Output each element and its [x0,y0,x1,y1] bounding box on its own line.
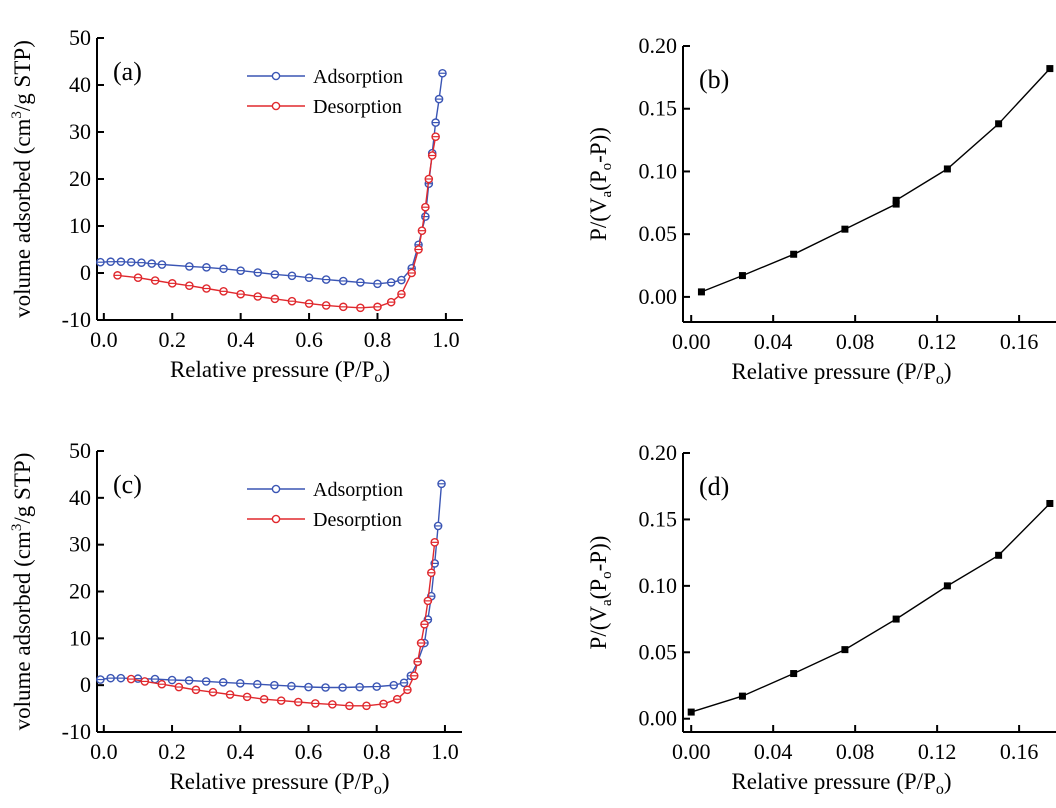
x-tick-label: 0.8 [363,739,391,764]
data-point [892,615,900,623]
y-tick-label: 20 [69,166,91,191]
y-tick-label: 30 [69,119,91,144]
y-tick-label: 10 [69,625,91,650]
x-tick-label: 0.12 [918,739,957,764]
series-line-data [701,68,1051,293]
y-tick-label: 0.15 [639,96,678,121]
data-point [738,272,746,280]
x-tick-label: 0.4 [227,739,255,764]
x-axis-label: Relative pressure (P/Po) [731,769,951,798]
x-tick-label: 0.8 [364,327,392,352]
legend-marker [271,71,281,81]
x-tick-label: 0.16 [1000,329,1039,354]
data-point [687,708,695,716]
legend-marker [271,101,281,111]
chart-panel-a: -10 0 10 20 30 40 50 0.0 0.2 0.4 0.6 0.8 1.0 Relative… [9,25,463,386]
x-tick-label: 0.6 [295,739,323,764]
x-tick-label: 0.0 [90,739,118,764]
y-axis-label: P/(Va(Po-P)) [586,127,615,241]
x-tick-label: 1.0 [431,739,459,764]
panel-label: (b) [699,65,729,94]
y-tick-label: 40 [69,72,91,97]
x-tick-label: 0.04 [754,739,793,764]
legend-label-adsorption: Adsorption [313,66,403,88]
legend-label-adsorption: Adsorption [313,479,403,501]
y-tick-label: 30 [69,532,91,557]
legend-label-desorption: Desorption [313,509,402,531]
x-axis-label: Relative pressure (P/Po) [731,359,951,388]
x-tick-label: 0.0 [90,327,118,352]
y-tick-label: 0.20 [639,33,678,58]
y-tick-label: 0.10 [639,158,678,183]
y-tick-label: 40 [69,485,91,510]
data-point [790,250,798,258]
y-tick-label: 0.10 [639,573,678,598]
y-tick-label: 20 [69,579,91,604]
y-axis-label: volume adsorbed (cm3/g STP) [9,40,35,318]
x-tick-label: 0.6 [295,327,323,352]
chart-panel-c: -10 0 10 20 30 40 50 0.0 0.2 0.4 0.6 0.8 1.0 Relative… [9,438,462,798]
data-point [841,646,849,654]
y-tick-label: -10 [62,307,91,332]
data-point [943,165,951,173]
x-tick-label: 0.12 [918,329,957,354]
series-line-data [690,503,1051,713]
data-point [892,200,900,208]
data-point [841,225,849,233]
chart-panel-d: 0.00 0.05 0.10 0.15 0.20 0.00 0.04 0.08 0.12 0.16… [586,440,1056,798]
y-tick-label: 0.00 [639,284,678,309]
x-tick-label: 0.04 [754,329,793,354]
chart-panel-b: 0.00 0.05 0.10 0.15 0.20 0.00 0.04 0.08 0.12 0.16… [586,33,1056,388]
data-point [738,692,746,700]
x-tick-label: 0.4 [227,327,255,352]
y-tick-label: 0 [80,672,91,697]
data-point [790,670,798,678]
data-point [1046,65,1054,73]
x-axis-label: Relative pressure (P/Po) [170,357,390,386]
panel-label: (c) [113,470,142,499]
y-tick-label: 0 [80,260,91,285]
data-point [697,288,705,296]
y-tick-label: 0.00 [639,706,678,731]
panel-label: (d) [699,472,729,501]
y-tick-label: 50 [69,25,91,50]
series-line-desorption [130,542,436,707]
y-tick-label: 0.05 [639,639,678,664]
x-tick-label: 0.16 [1000,739,1039,764]
y-tick-label: 10 [69,213,91,238]
data-point [1046,499,1054,507]
data-point [892,196,900,204]
data-point [943,582,951,590]
y-tick-label: -10 [62,719,91,744]
y-tick-label: 0.15 [639,506,678,531]
x-tick-label: 0.2 [159,327,187,352]
x-tick-label: 0.2 [158,739,186,764]
y-axis-label: volume adsorbed (cm3/g STP) [9,453,35,731]
y-tick-label: 50 [69,438,91,463]
x-tick-label: 0.00 [672,739,711,764]
y-tick-label: 0.20 [639,440,678,465]
panel-label: (a) [113,57,142,86]
x-axis-label: Relative pressure (P/Po) [169,769,389,798]
data-point [995,551,1003,559]
x-tick-label: 1.0 [432,327,460,352]
legend-marker [271,484,281,494]
legend-marker [271,514,281,524]
x-tick-label: 0.00 [672,329,711,354]
y-axis-label: P/(Va(Po-P)) [586,536,615,650]
series-line-adsorption [100,483,443,689]
data-point [995,120,1003,128]
y-tick-label: 0.05 [639,221,678,246]
legend-label-desorption: Desorption [313,96,402,118]
x-tick-label: 0.08 [836,329,875,354]
x-tick-label: 0.08 [836,739,875,764]
